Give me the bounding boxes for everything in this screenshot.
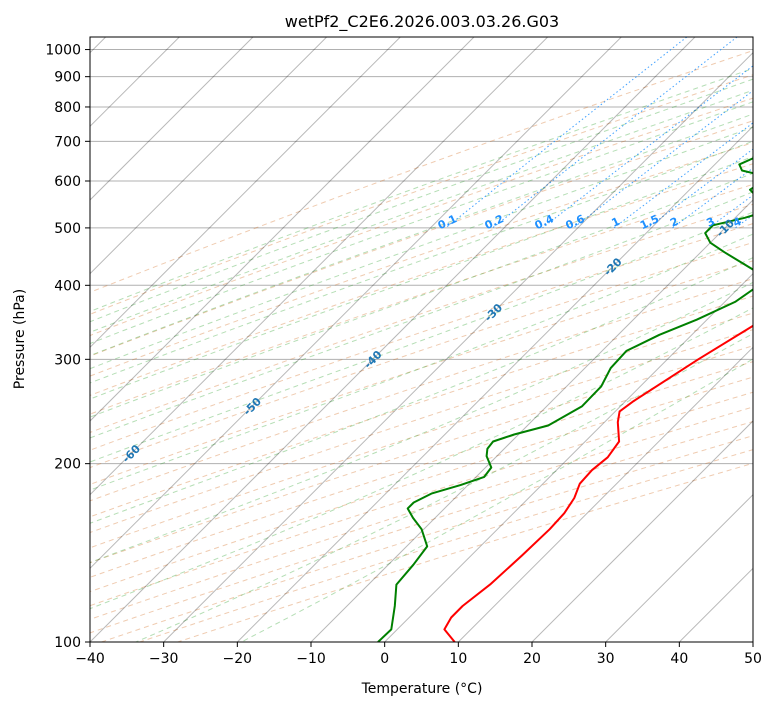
x-tick-label: −10 [296, 651, 326, 667]
x-tick-label: −30 [149, 651, 179, 667]
x-tick-label: −20 [223, 651, 253, 667]
y-tick-label: 700 [54, 134, 81, 150]
x-axis-label: Temperature (°C) [361, 681, 483, 697]
x-tick-label: 10 [449, 651, 467, 667]
y-tick-label: 400 [54, 278, 81, 294]
y-tick-label: 900 [54, 70, 81, 86]
x-tick-label: 20 [523, 651, 541, 667]
x-tick-label: 30 [597, 651, 615, 667]
x-tick-label: 0 [380, 651, 389, 667]
x-tick-label: 40 [670, 651, 688, 667]
y-tick-label: 500 [54, 221, 81, 237]
x-tick-label: 50 [744, 651, 762, 667]
y-tick-label: 1000 [45, 43, 81, 59]
y-tick-label: 800 [54, 100, 81, 116]
y-tick-label: 300 [54, 352, 81, 368]
chart-title: wetPf2_C2E6.2026.003.03.26.G03 [285, 12, 559, 32]
y-tick-label: 100 [54, 635, 81, 651]
y-tick-label: 200 [54, 457, 81, 473]
x-tick-label: −40 [75, 651, 105, 667]
y-tick-label: 600 [54, 174, 81, 190]
y-axis-label: Pressure (hPa) [12, 289, 28, 389]
